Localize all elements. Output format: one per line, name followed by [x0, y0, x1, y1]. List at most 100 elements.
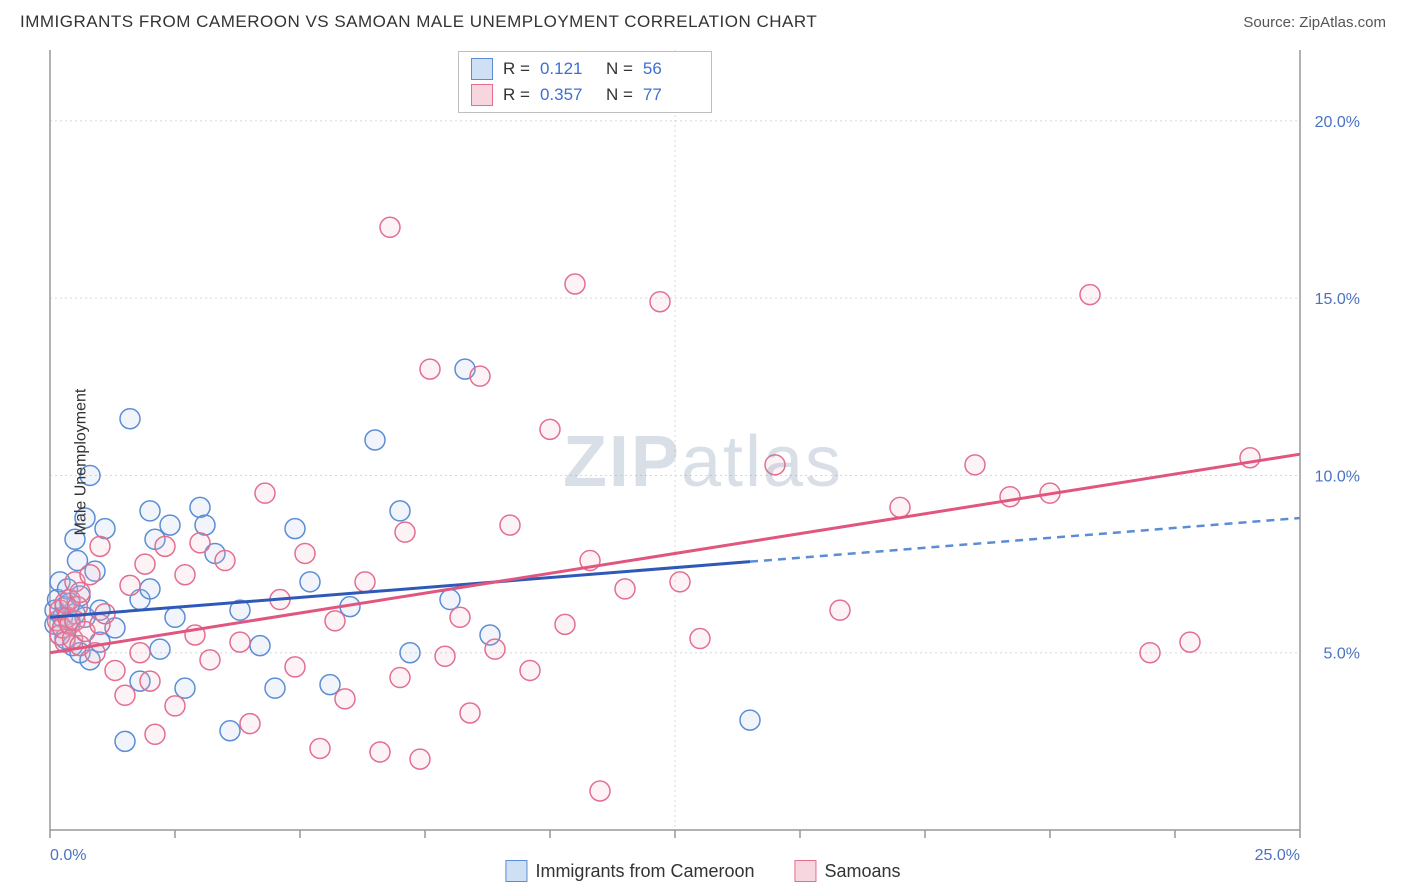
source-label: Source:: [1243, 14, 1299, 31]
r-label: R =: [503, 56, 530, 82]
legend-swatch-icon: [471, 84, 493, 106]
scatter-point: [190, 497, 210, 517]
scatter-point: [220, 721, 240, 741]
scatter-point: [325, 611, 345, 631]
scatter-point: [520, 660, 540, 680]
scatter-point: [190, 533, 210, 553]
scatter-point: [175, 678, 195, 698]
r-value: 0.121: [540, 56, 596, 82]
scatter-point: [765, 455, 785, 475]
scatter-point: [500, 515, 520, 535]
n-value: 56: [643, 56, 699, 82]
scatter-point: [120, 575, 140, 595]
scatter-point: [130, 643, 150, 663]
scatter-point: [420, 359, 440, 379]
scatter-point: [1000, 487, 1020, 507]
scatter-point: [450, 607, 470, 627]
scatter-point: [255, 483, 275, 503]
scatter-point: [565, 274, 585, 294]
scatter-point: [380, 217, 400, 237]
scatter-point: [230, 632, 250, 652]
scatter-point: [395, 522, 415, 542]
scatter-point: [410, 749, 430, 769]
chart-header: IMMIGRANTS FROM CAMEROON VS SAMOAN MALE …: [0, 0, 1406, 40]
scatter-point: [320, 675, 340, 695]
scatter-point: [90, 536, 110, 556]
scatter-point: [1140, 643, 1160, 663]
scatter-point: [470, 366, 490, 386]
scatter-point: [135, 554, 155, 574]
scatter-point: [400, 643, 420, 663]
x-tick-label: 0.0%: [50, 847, 86, 864]
scatter-point: [165, 607, 185, 627]
legend-label: Samoans: [825, 861, 901, 882]
y-tick-label: 5.0%: [1324, 646, 1360, 663]
scatter-point: [540, 419, 560, 439]
scatter-point: [105, 660, 125, 680]
legend-label: Immigrants from Cameroon: [535, 861, 754, 882]
trend-line: [50, 454, 1300, 653]
scatter-point: [285, 519, 305, 539]
scatter-point: [335, 689, 355, 709]
legend-stats-box: R = 0.121 N = 56R = 0.357 N = 77: [458, 51, 712, 113]
legend-stats-row: R = 0.121 N = 56: [471, 56, 699, 82]
scatter-chart: 5.0%10.0%15.0%20.0%0.0%25.0%: [0, 40, 1406, 884]
scatter-point: [1180, 632, 1200, 652]
scatter-point: [145, 724, 165, 744]
scatter-point: [70, 582, 90, 602]
scatter-point: [310, 738, 330, 758]
scatter-point: [195, 515, 215, 535]
scatter-point: [690, 629, 710, 649]
bottom-legend: Immigrants from Cameroon Samoans: [505, 860, 900, 882]
scatter-point: [365, 430, 385, 450]
scatter-point: [670, 572, 690, 592]
scatter-point: [150, 639, 170, 659]
scatter-point: [240, 714, 260, 734]
scatter-point: [140, 579, 160, 599]
scatter-point: [265, 678, 285, 698]
scatter-point: [830, 600, 850, 620]
trend-line-extrap: [750, 518, 1300, 562]
scatter-point: [440, 590, 460, 610]
legend-swatch-icon: [471, 58, 493, 80]
y-tick-label: 10.0%: [1315, 468, 1360, 485]
scatter-point: [140, 671, 160, 691]
scatter-point: [215, 551, 235, 571]
y-axis-title: Male Unemployment: [72, 389, 90, 536]
source-credit: Source: ZipAtlas.com: [1243, 14, 1386, 31]
r-value: 0.357: [540, 82, 596, 108]
source-link[interactable]: ZipAtlas.com: [1299, 14, 1386, 31]
scatter-point: [295, 543, 315, 563]
scatter-point: [615, 579, 635, 599]
scatter-point: [590, 781, 610, 801]
legend-item: Samoans: [795, 860, 901, 882]
scatter-point: [650, 292, 670, 312]
scatter-point: [390, 501, 410, 521]
scatter-point: [140, 501, 160, 521]
scatter-point: [890, 497, 910, 517]
scatter-point: [1080, 285, 1100, 305]
scatter-point: [95, 519, 115, 539]
chart-area: Male Unemployment ZIPatlas R =0.121N =56…: [0, 40, 1406, 884]
n-value: 77: [643, 82, 699, 108]
scatter-point: [300, 572, 320, 592]
scatter-point: [200, 650, 220, 670]
scatter-point: [555, 614, 575, 634]
legend-stats-row: R =0.357N =77: [471, 82, 699, 108]
x-tick-label: 25.0%: [1255, 847, 1300, 864]
r-label: R =: [503, 82, 530, 108]
scatter-point: [460, 703, 480, 723]
scatter-point: [390, 668, 410, 688]
scatter-point: [485, 639, 505, 659]
scatter-point: [120, 409, 140, 429]
scatter-point: [80, 565, 100, 585]
scatter-point: [965, 455, 985, 475]
chart-title: IMMIGRANTS FROM CAMEROON VS SAMOAN MALE …: [20, 12, 817, 32]
n-label: N =: [606, 56, 633, 82]
scatter-point: [740, 710, 760, 730]
scatter-point: [355, 572, 375, 592]
legend-swatch-icon: [795, 860, 817, 882]
legend-swatch-icon: [505, 860, 527, 882]
scatter-point: [115, 731, 135, 751]
scatter-point: [435, 646, 455, 666]
